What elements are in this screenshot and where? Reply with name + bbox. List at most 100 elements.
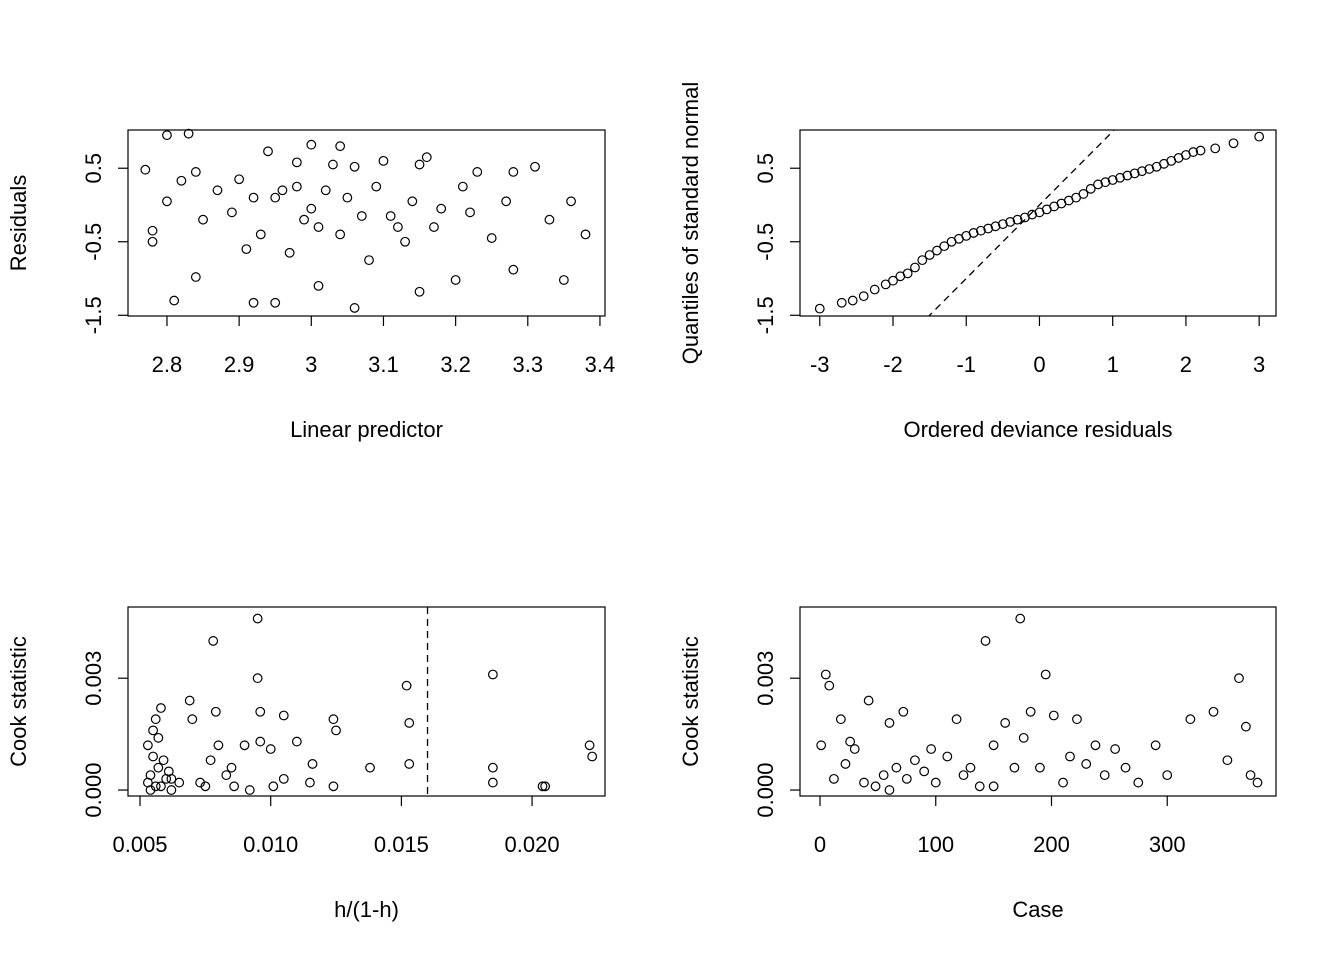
x-tick-label: 2.8 bbox=[152, 352, 183, 377]
x-axis-label: Ordered deviance residuals bbox=[903, 417, 1172, 442]
point bbox=[1035, 762, 1045, 773]
point bbox=[365, 762, 375, 773]
point bbox=[291, 157, 302, 168]
point bbox=[1058, 777, 1068, 788]
point bbox=[270, 192, 281, 203]
point bbox=[980, 636, 991, 646]
point bbox=[169, 295, 180, 306]
point bbox=[898, 706, 909, 717]
x-tick-label: 2.9 bbox=[224, 352, 255, 377]
point bbox=[147, 236, 158, 247]
x-tick-label: 3.2 bbox=[440, 352, 471, 377]
panel: -3 -2 -1 0 1 2 3 -1.5 -0.5 0.5 Ordered deviance re… bbox=[678, 82, 1277, 442]
x-tick-label: 0 bbox=[814, 832, 826, 857]
point bbox=[869, 284, 880, 295]
plot-box bbox=[127, 129, 606, 317]
point bbox=[356, 211, 367, 221]
point bbox=[820, 669, 831, 680]
x-tick-label: -3 bbox=[810, 352, 830, 377]
point bbox=[176, 175, 187, 186]
point bbox=[932, 245, 942, 256]
x-tick-label: 3.3 bbox=[512, 352, 543, 377]
y-axis-label: Quantiles of standard normal bbox=[678, 82, 703, 365]
point bbox=[148, 751, 158, 762]
point bbox=[1005, 216, 1016, 227]
point bbox=[1210, 143, 1221, 154]
point bbox=[404, 759, 415, 769]
x-tick-label: 2 bbox=[1180, 352, 1192, 377]
point bbox=[1100, 177, 1111, 188]
point bbox=[255, 736, 266, 747]
point bbox=[1185, 714, 1196, 725]
point bbox=[248, 297, 259, 308]
point bbox=[1072, 714, 1082, 725]
point bbox=[584, 740, 595, 751]
point bbox=[1208, 706, 1219, 717]
point bbox=[829, 773, 839, 784]
point bbox=[252, 673, 263, 684]
point bbox=[335, 141, 346, 152]
y-tick-label: 0.000 bbox=[753, 763, 778, 818]
point bbox=[901, 773, 912, 784]
panel: 0 100 200 300 0.000 0.003 Case Cook statistic bbox=[678, 606, 1277, 922]
point bbox=[284, 247, 295, 258]
point bbox=[917, 255, 928, 266]
point bbox=[840, 759, 851, 769]
point bbox=[1025, 706, 1036, 717]
y-axis-label: Residuals bbox=[6, 175, 31, 272]
point bbox=[265, 744, 276, 754]
reference-line bbox=[927, 130, 1116, 316]
y-axis-label: Cook statistic bbox=[6, 636, 31, 767]
point bbox=[544, 214, 555, 225]
point bbox=[926, 744, 937, 754]
point bbox=[255, 706, 266, 717]
point bbox=[190, 167, 201, 177]
point bbox=[824, 680, 835, 691]
point bbox=[487, 669, 498, 680]
x-tick-label: 3.1 bbox=[368, 352, 399, 377]
point bbox=[184, 695, 195, 706]
point bbox=[1093, 179, 1103, 190]
point bbox=[1009, 762, 1020, 773]
point bbox=[307, 759, 318, 769]
panel: 0.005 0.010 0.015 0.020 0.000 0.003 h/(1-h) Coo… bbox=[6, 606, 606, 922]
point bbox=[859, 777, 869, 788]
point bbox=[537, 781, 548, 792]
point bbox=[910, 262, 920, 273]
point bbox=[1081, 759, 1092, 769]
point bbox=[140, 164, 151, 175]
point bbox=[508, 167, 519, 177]
point bbox=[1122, 170, 1133, 181]
point bbox=[457, 181, 468, 192]
point bbox=[268, 781, 279, 792]
x-tick-label: 1 bbox=[1107, 352, 1119, 377]
point bbox=[252, 613, 263, 624]
point bbox=[974, 781, 985, 792]
plot-box bbox=[127, 606, 606, 797]
point bbox=[166, 785, 177, 795]
point bbox=[1107, 175, 1118, 185]
point bbox=[870, 781, 881, 792]
point bbox=[983, 223, 994, 234]
point bbox=[313, 280, 324, 291]
point bbox=[213, 740, 224, 751]
x-tick-label: 300 bbox=[1149, 832, 1186, 857]
point bbox=[278, 773, 289, 784]
point bbox=[187, 714, 198, 725]
point bbox=[226, 762, 237, 773]
point bbox=[1137, 166, 1147, 177]
point bbox=[142, 740, 153, 751]
point bbox=[1090, 740, 1101, 751]
point bbox=[278, 710, 289, 721]
point bbox=[306, 139, 317, 150]
point bbox=[1234, 673, 1244, 684]
point bbox=[156, 703, 166, 713]
point bbox=[1110, 744, 1121, 754]
point bbox=[530, 161, 540, 172]
point bbox=[241, 244, 252, 254]
y-tick-label: 0.003 bbox=[81, 651, 106, 706]
point bbox=[1144, 164, 1155, 174]
point bbox=[328, 159, 338, 170]
point bbox=[1133, 777, 1144, 788]
